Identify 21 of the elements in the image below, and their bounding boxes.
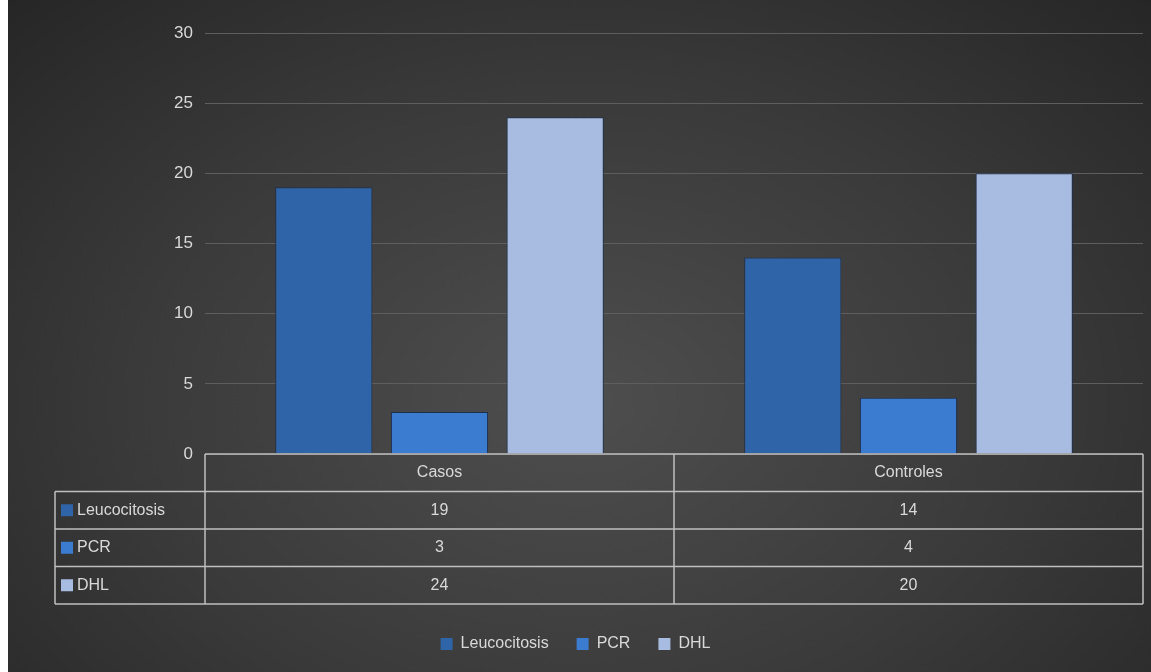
y-tick-label: 30 <box>174 22 193 42</box>
y-tick-label: 10 <box>174 303 193 323</box>
y-tick-label: 20 <box>174 163 193 183</box>
data-label: 20 <box>899 575 918 593</box>
data-label: 19 <box>430 500 449 518</box>
legend-label: Leucocitosis <box>77 500 166 518</box>
x-tick-label: Controles <box>874 463 943 481</box>
y-tick-label: 25 <box>174 92 193 112</box>
text: DHL <box>77 575 110 593</box>
data-label: 14 <box>899 500 918 518</box>
data-label: 24 <box>430 575 449 593</box>
data-label: 4 <box>904 538 914 556</box>
legend-label: DHL <box>678 634 711 652</box>
y-tick-label: 15 <box>174 233 193 253</box>
y-tick-label: 0 <box>183 443 193 463</box>
x-tick-label: Casos <box>416 463 463 481</box>
y-tick-label: 5 <box>183 373 193 393</box>
text: PCR <box>77 538 111 556</box>
data-label: 3 <box>435 538 445 556</box>
legend-label: PCR <box>596 634 631 652</box>
text: Leucocitosis <box>460 634 549 652</box>
